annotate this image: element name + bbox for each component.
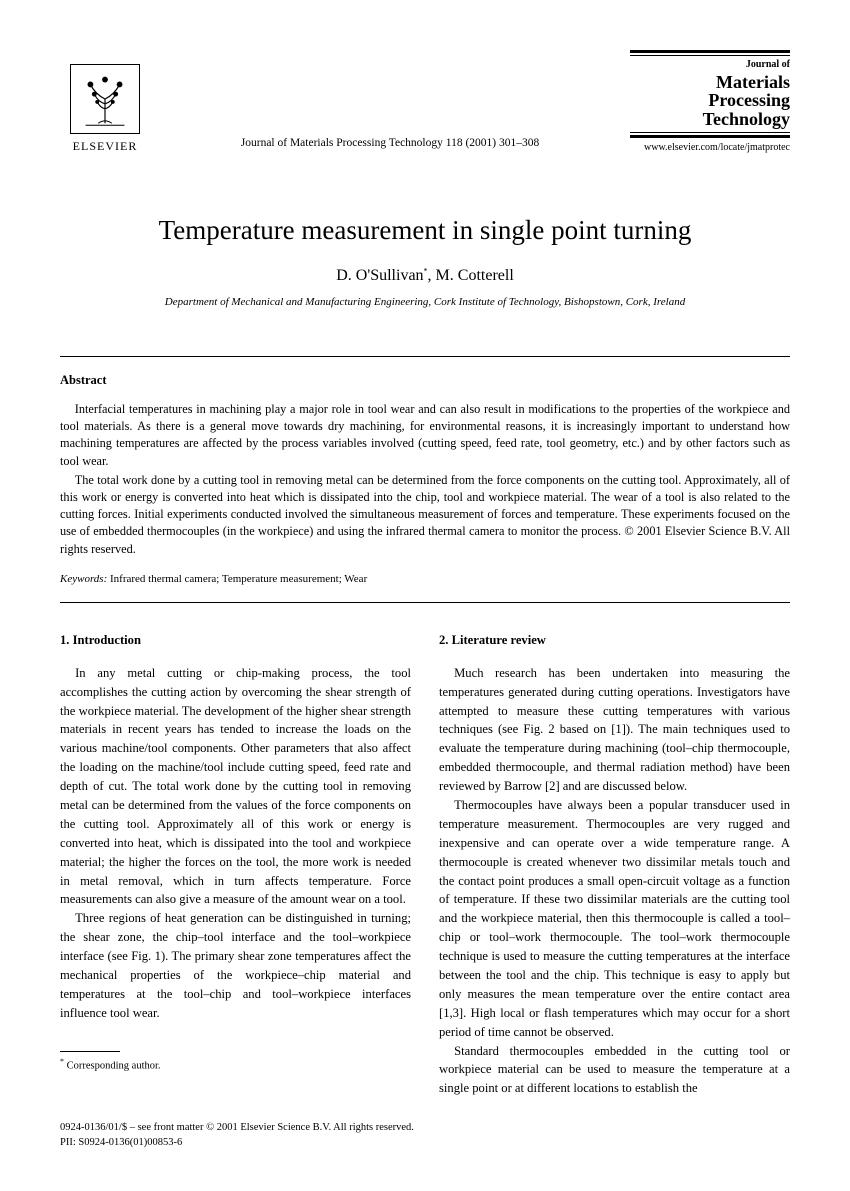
section-1-p1: In any metal cutting or chip-making proc… xyxy=(60,664,411,910)
brand-line-1: Materials xyxy=(630,73,790,92)
footer-line-1: 0924-0136/01/$ – see front matter © 2001… xyxy=(60,1120,790,1135)
right-column: 2. Literature review Much research has b… xyxy=(439,631,790,1098)
abstract-p2: The total work done by a cutting tool in… xyxy=(60,472,790,558)
section-2-heading: 2. Literature review xyxy=(439,631,790,650)
section-2-p3: Standard thermocouples embedded in the c… xyxy=(439,1042,790,1099)
authors: D. O'Sullivan*, M. Cotterell xyxy=(60,264,790,287)
keywords-text: Infrared thermal camera; Temperature mea… xyxy=(107,573,367,585)
brand-prefix: Journal of xyxy=(630,58,790,73)
article-title: Temperature measurement in single point … xyxy=(60,211,790,250)
publisher-name: ELSEVIER xyxy=(73,138,138,155)
abstract-p1: Interfacial temperatures in machining pl… xyxy=(60,401,790,470)
rule xyxy=(60,602,790,603)
brand-line-3: Technology xyxy=(630,110,790,129)
footnote-rule xyxy=(60,1051,120,1052)
journal-reference: Journal of Materials Processing Technolo… xyxy=(150,135,630,156)
journal-brand: Journal of Materials Processing Technolo… xyxy=(630,50,790,156)
body-columns: 1. Introduction In any metal cutting or … xyxy=(60,631,790,1098)
abstract-heading: Abstract xyxy=(60,371,790,389)
journal-url: www.elsevier.com/locate/jmatprotec xyxy=(630,141,790,156)
section-1-heading: 1. Introduction xyxy=(60,631,411,650)
keywords: Keywords: Infrared thermal camera; Tempe… xyxy=(60,572,790,588)
section-2-p2: Thermocouples have always been a popular… xyxy=(439,796,790,1042)
rule xyxy=(60,356,790,357)
page-footer: 0924-0136/01/$ – see front matter © 2001… xyxy=(60,1120,790,1150)
section-2-p1: Much research has been undertaken into m… xyxy=(439,664,790,796)
publisher-block: ELSEVIER xyxy=(60,64,150,155)
elsevier-tree-icon xyxy=(70,64,140,134)
section-1-p2: Three regions of heat generation can be … xyxy=(60,909,411,1022)
affiliation: Department of Mechanical and Manufacturi… xyxy=(60,295,790,311)
brand-line-2: Processing xyxy=(630,91,790,110)
keywords-label: Keywords: xyxy=(60,573,107,585)
page-header: ELSEVIER Journal of Materials Processing… xyxy=(60,50,790,156)
left-column: 1. Introduction In any metal cutting or … xyxy=(60,631,411,1098)
corresponding-author-note: * Corresponding author. xyxy=(60,1056,411,1074)
footer-line-2: PII: S0924-0136(01)00853-6 xyxy=(60,1135,790,1150)
